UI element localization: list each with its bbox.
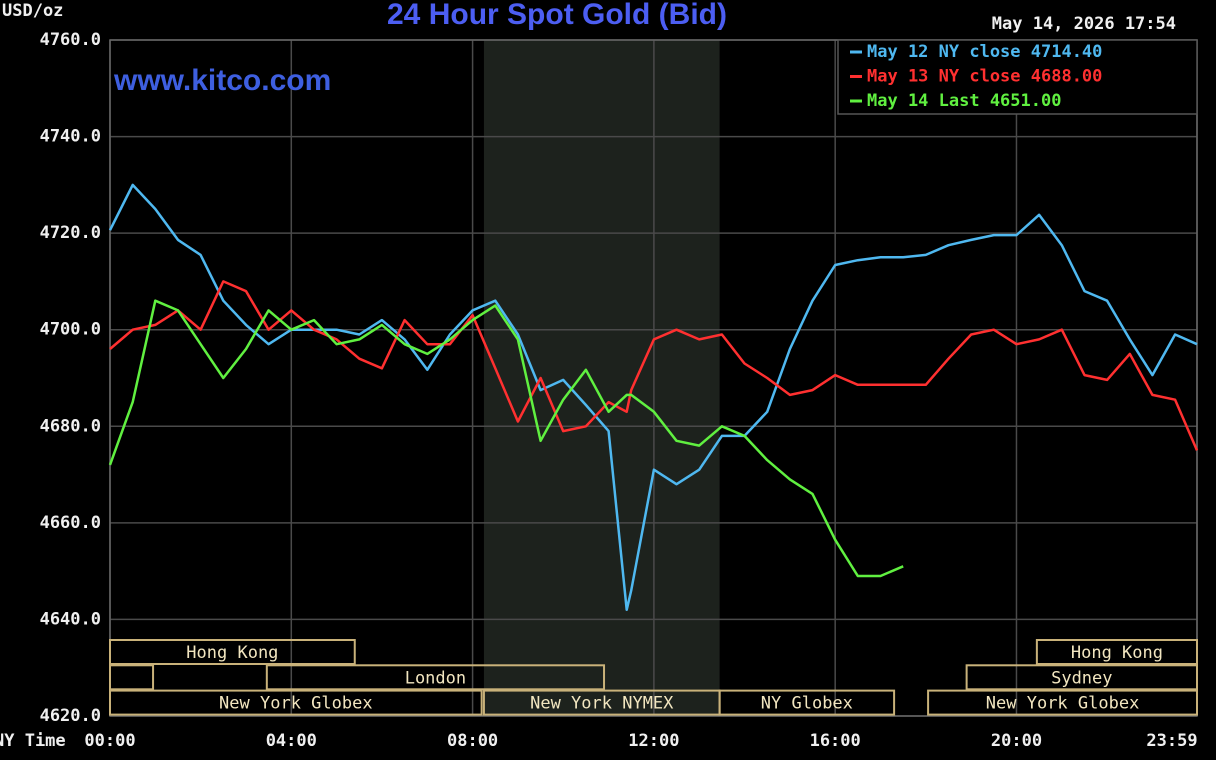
x-tick-label: 20:00 <box>991 731 1042 751</box>
session-label: New York NYMEX <box>530 694 674 714</box>
y-tick-label: 4680.0 <box>40 416 101 436</box>
series-line <box>108 299 904 578</box>
session-box <box>109 689 483 716</box>
session-box <box>1035 639 1198 665</box>
session-box <box>265 664 606 691</box>
y-axis-label: USD/oz <box>2 1 63 21</box>
y-tick-label: 4740.0 <box>40 127 101 147</box>
session-box <box>109 664 155 691</box>
session-box <box>109 639 356 665</box>
x-tick-label: 04:00 <box>266 731 317 751</box>
session-label: Sydney <box>1051 668 1112 688</box>
series-line <box>108 183 1198 612</box>
session-label: Hong Kong <box>186 643 278 663</box>
x-tick-label: 12:00 <box>628 731 679 751</box>
chart-title: 24 Hour Spot Gold (Bid) <box>387 0 727 31</box>
x-tick-label: 16:00 <box>810 731 861 751</box>
x-tick-label: 00:00 <box>84 731 135 751</box>
session-label: New York Globex <box>219 694 373 714</box>
series-line <box>109 280 1199 451</box>
legend-label: May 12 NY close 4714.40 <box>867 42 1102 62</box>
legend-box <box>837 39 1198 115</box>
session-box <box>718 689 896 716</box>
y-tick-label: 4620.0 <box>40 706 101 726</box>
session-label: NY Globex <box>761 694 853 714</box>
legend-label: May 14 Last 4651.00 <box>867 91 1061 111</box>
session-box <box>965 664 1198 691</box>
session-label: Hong Kong <box>1071 643 1163 663</box>
plot-frame <box>109 39 1198 717</box>
x-tick-label: 08:00 <box>447 731 498 751</box>
legend-label: May 13 NY close 4688.00 <box>867 67 1102 87</box>
x-tick-label: 23:59 <box>1146 731 1197 751</box>
watermark: www.kitco.com <box>113 64 331 97</box>
shaded-region <box>483 40 720 716</box>
y-tick-label: 4760.0 <box>40 30 101 50</box>
y-tick-label: 4640.0 <box>40 609 101 629</box>
timestamp: May 14, 2026 17:54 <box>992 14 1176 34</box>
x-axis-label: NY Time <box>0 731 66 751</box>
y-tick-label: 4660.0 <box>40 513 101 533</box>
session-label: New York Globex <box>986 694 1140 714</box>
session-box <box>927 689 1198 716</box>
session-label: London <box>405 668 466 688</box>
y-tick-label: 4720.0 <box>40 223 101 243</box>
y-tick-label: 4700.0 <box>40 320 101 340</box>
